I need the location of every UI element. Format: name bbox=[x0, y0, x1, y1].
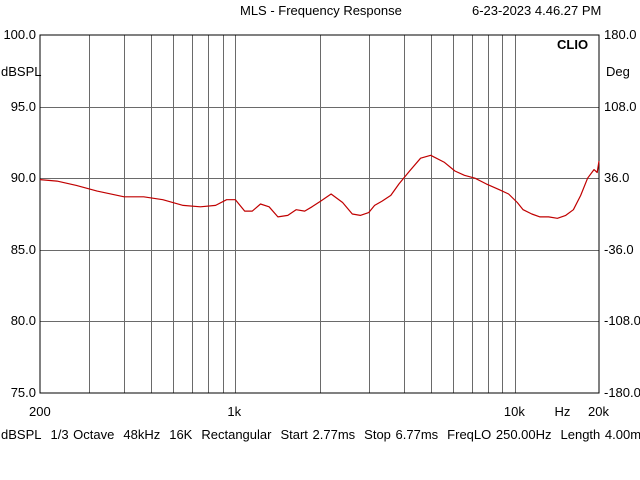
footer-setting-item: Length 4.00ms bbox=[560, 427, 640, 442]
timestamp: 6-23-2023 4.46.27 PM bbox=[472, 3, 602, 18]
y-tick-label-left: 75.0 bbox=[10, 385, 36, 400]
footer-setting-item: Stop 6.77ms bbox=[364, 427, 439, 442]
y-tick-label-left: 80.0 bbox=[10, 313, 36, 329]
y-tick-label-right: -36.0 bbox=[604, 241, 634, 257]
x-tick-label: 10k bbox=[503, 404, 525, 419]
footer-setting-item: dBSPL bbox=[1, 427, 42, 442]
brand-logo: CLIO bbox=[557, 37, 589, 52]
x-axis-unit-label: Hz bbox=[554, 404, 571, 419]
y-tick-label-right: 180.0 bbox=[604, 27, 637, 42]
footer-setting-item: 16K bbox=[169, 427, 193, 442]
y-tick-label-left: 90.0 bbox=[10, 170, 36, 186]
footer-setting-item: 48kHz bbox=[123, 427, 161, 442]
x-tick-label: 200 bbox=[29, 404, 51, 419]
spl-response-line bbox=[39, 154, 600, 219]
y-tick-label-left: 85.0 bbox=[10, 241, 36, 257]
footer-setting-item: Rectangular bbox=[201, 427, 272, 442]
frequency-response-chart bbox=[39, 34, 600, 394]
footer-setting-item: FreqLO 250.00Hz bbox=[447, 427, 552, 442]
footer-setting-item: 1/3 Octave bbox=[50, 427, 115, 442]
y-axis-label-left: dBSPL bbox=[1, 64, 42, 79]
y-axis-label-right: Deg bbox=[606, 64, 630, 79]
y-tick-label-right: 36.0 bbox=[604, 170, 630, 186]
y-tick-label-right: -108.0 bbox=[604, 313, 640, 329]
measurement-settings-bar: dBSPL 1/3 Octave 48kHz 16K Rectangular Start … bbox=[1, 427, 640, 442]
x-tick-label: 1k bbox=[227, 404, 242, 419]
y-tick-label-left: 95.0 bbox=[10, 98, 36, 114]
y-tick-label-left: 100.0 bbox=[3, 27, 36, 42]
chart-title: MLS - Frequency Response bbox=[240, 3, 402, 18]
chart-grid bbox=[40, 35, 599, 393]
plot-frame bbox=[39, 34, 600, 394]
y-tick-label-right: 108.0 bbox=[604, 98, 637, 114]
footer-setting-item: Start 2.77ms bbox=[280, 427, 356, 442]
y-tick-label-right: -180.0 bbox=[604, 385, 640, 400]
x-tick-label: 20k bbox=[588, 404, 609, 419]
